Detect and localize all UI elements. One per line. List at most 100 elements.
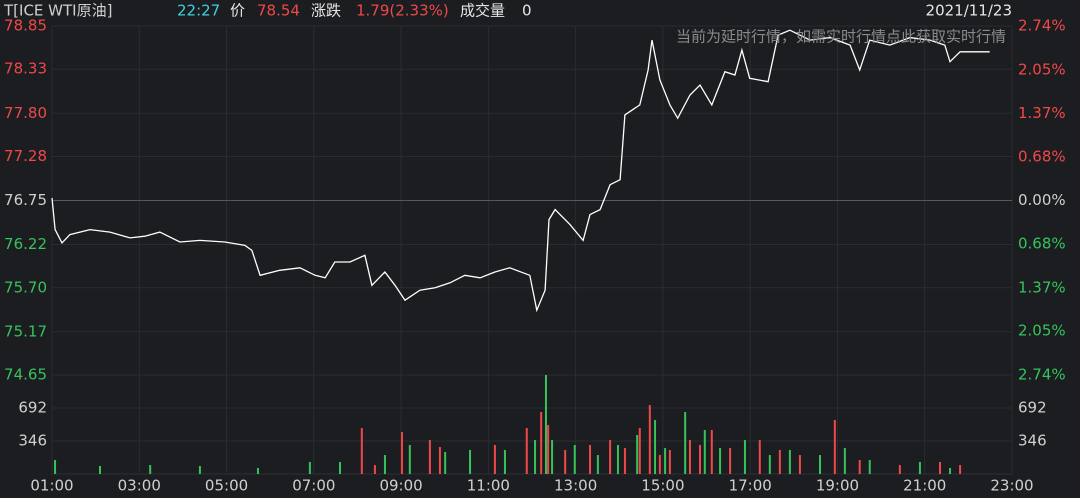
volume-bar bbox=[525, 428, 528, 474]
volume-bar bbox=[616, 445, 619, 474]
volume-bar bbox=[858, 459, 861, 474]
volume-bar bbox=[688, 440, 691, 474]
x-tick-label: 03:00 bbox=[118, 477, 161, 495]
y-tick-label: 78.33 bbox=[4, 60, 47, 78]
volume-bar bbox=[949, 467, 952, 474]
price: 78.54 bbox=[257, 2, 300, 20]
x-tick-label: 13:00 bbox=[554, 477, 597, 495]
volume-bar bbox=[729, 448, 732, 474]
volume-bar bbox=[544, 375, 547, 474]
y-tick-label: 77.80 bbox=[4, 104, 47, 122]
x-tick-label: 11:00 bbox=[467, 477, 510, 495]
volume-bar bbox=[493, 445, 496, 474]
volume-bar bbox=[768, 455, 771, 474]
volume-bar bbox=[684, 412, 687, 474]
volume-bar bbox=[408, 445, 411, 474]
y2-tick-label: 0.68% bbox=[1018, 234, 1066, 252]
volume-bar bbox=[198, 465, 201, 474]
volume-bar bbox=[339, 461, 341, 474]
volume-bar bbox=[719, 448, 722, 474]
volume-bar bbox=[540, 412, 543, 474]
y2-tick-label: 2.74% bbox=[1018, 17, 1066, 35]
change: 1.79(2.33%) bbox=[356, 2, 449, 20]
volume-bar bbox=[573, 445, 576, 474]
volume-bar bbox=[918, 461, 921, 474]
y2-tick-label: 1.37% bbox=[1018, 104, 1066, 122]
x-tick-label: 15:00 bbox=[641, 477, 684, 495]
volume-bar bbox=[898, 465, 901, 474]
x-tick-label: 09:00 bbox=[379, 477, 422, 495]
y-tick-label: 75.70 bbox=[4, 278, 47, 296]
price-label: 价 bbox=[230, 2, 245, 20]
volume-bar bbox=[444, 451, 447, 474]
volume-bar bbox=[699, 445, 701, 474]
volume-bar bbox=[428, 440, 431, 474]
volume-bar bbox=[833, 420, 836, 474]
volume-bar bbox=[551, 440, 554, 474]
x-tick-label: 21:00 bbox=[903, 477, 946, 495]
volume-bar bbox=[654, 420, 657, 474]
volume-bar bbox=[868, 459, 871, 474]
volume-bar bbox=[547, 424, 550, 474]
x-tick-label: 17:00 bbox=[729, 477, 772, 495]
volume-bar bbox=[798, 455, 801, 474]
y2-tick-label: 0.68% bbox=[1018, 148, 1066, 166]
volume-tick-label-right: 692 bbox=[1018, 399, 1047, 417]
y-tick-label: 76.75 bbox=[4, 191, 47, 209]
price-line bbox=[51, 29, 990, 313]
volume-bar bbox=[469, 449, 472, 474]
y-tick-label: 77.28 bbox=[4, 147, 47, 165]
x-tick-label: 05:00 bbox=[205, 477, 248, 495]
volume-bar bbox=[703, 430, 706, 474]
volume-label: 成交量 bbox=[460, 2, 505, 20]
volume-tick-label-right: 346 bbox=[1018, 432, 1047, 450]
y-tick-label: 74.65 bbox=[4, 366, 47, 384]
volume-bar bbox=[609, 440, 612, 474]
volume-bar bbox=[778, 449, 781, 474]
date: 2021/11/23 bbox=[926, 2, 1012, 20]
y2-tick-label: 0.00% bbox=[1018, 191, 1066, 209]
volume-bar bbox=[664, 448, 667, 474]
volume-bar bbox=[743, 440, 746, 474]
volume: 0 bbox=[522, 2, 532, 20]
volume-bar bbox=[400, 432, 403, 474]
volume-bar bbox=[54, 459, 57, 474]
volume-bar bbox=[149, 465, 152, 474]
notice[interactable]: 当前为延时行情，如需实时行情点此获取实时行情 bbox=[676, 28, 1006, 46]
y2-tick-label: 1.37% bbox=[1018, 278, 1066, 296]
x-tick-label: 07:00 bbox=[292, 477, 335, 495]
time: 22:27 bbox=[177, 2, 220, 20]
change-label: 涨跌 bbox=[311, 2, 341, 20]
volume-bar bbox=[596, 455, 599, 474]
volume-bar bbox=[648, 405, 651, 474]
x-tick-label: 23:00 bbox=[990, 477, 1033, 495]
symbol: T[ICE WTI原油] bbox=[3, 2, 112, 20]
volume-bar bbox=[959, 465, 962, 474]
x-tick-label: 19:00 bbox=[816, 477, 859, 495]
volume-bar bbox=[710, 430, 713, 474]
volume-bar bbox=[503, 449, 506, 474]
y2-tick-label: 2.74% bbox=[1018, 366, 1066, 384]
volume-bar bbox=[788, 449, 791, 474]
volume-bar bbox=[658, 455, 661, 474]
volume-bar bbox=[360, 428, 363, 474]
volume-bar bbox=[99, 465, 101, 474]
volume-bar bbox=[819, 455, 821, 474]
volume-bar bbox=[623, 448, 626, 474]
volume-tick-label: 692 bbox=[18, 399, 47, 417]
x-tick-label: 01:00 bbox=[30, 477, 73, 495]
volume-bar bbox=[564, 449, 567, 474]
y2-tick-label: 2.05% bbox=[1018, 60, 1066, 78]
y-tick-label: 75.17 bbox=[4, 322, 47, 340]
y-tick-label: 76.22 bbox=[4, 235, 47, 253]
volume-bar bbox=[373, 465, 376, 474]
volume-bar bbox=[638, 428, 641, 474]
volume-bar bbox=[843, 448, 846, 474]
y-tick-label: 78.85 bbox=[4, 17, 47, 35]
volume-bar bbox=[939, 461, 941, 474]
volume-bar bbox=[256, 467, 259, 474]
volume-bar bbox=[589, 445, 592, 474]
